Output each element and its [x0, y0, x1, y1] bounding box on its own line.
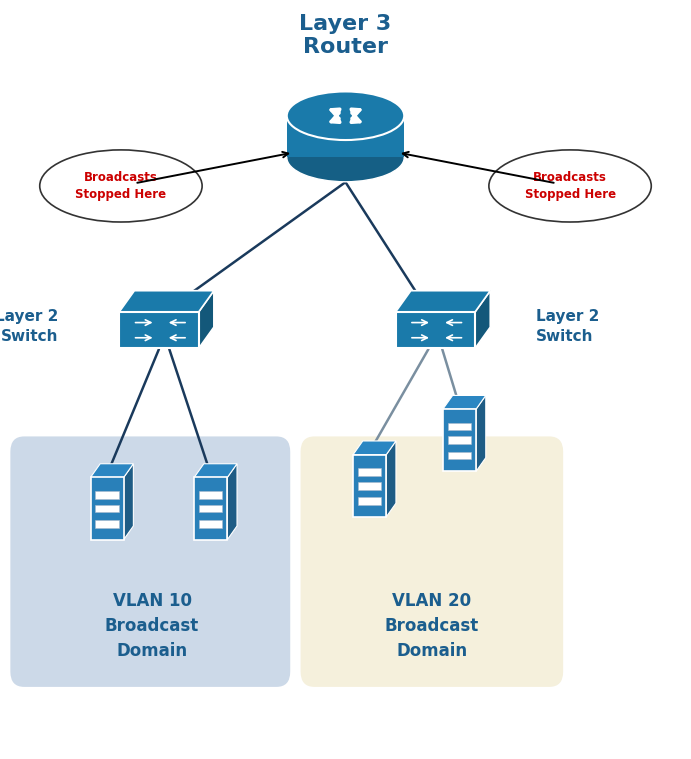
- FancyBboxPatch shape: [448, 423, 471, 430]
- Ellipse shape: [287, 134, 404, 182]
- FancyBboxPatch shape: [448, 436, 471, 444]
- FancyBboxPatch shape: [119, 312, 199, 348]
- Polygon shape: [227, 464, 237, 540]
- FancyBboxPatch shape: [199, 505, 223, 512]
- FancyBboxPatch shape: [448, 452, 471, 459]
- Polygon shape: [119, 291, 214, 312]
- FancyBboxPatch shape: [287, 115, 404, 158]
- FancyBboxPatch shape: [358, 482, 381, 490]
- FancyBboxPatch shape: [443, 409, 476, 471]
- Text: Layer 3
Router: Layer 3 Router: [299, 14, 392, 57]
- Text: Broadcasts
Stopped Here: Broadcasts Stopped Here: [524, 171, 616, 201]
- FancyBboxPatch shape: [301, 436, 563, 687]
- Polygon shape: [443, 395, 486, 409]
- FancyBboxPatch shape: [95, 491, 119, 499]
- FancyBboxPatch shape: [353, 455, 386, 517]
- FancyBboxPatch shape: [194, 477, 227, 540]
- Ellipse shape: [39, 150, 202, 222]
- Text: Broadcasts
Stopped Here: Broadcasts Stopped Here: [75, 171, 167, 201]
- Polygon shape: [475, 291, 490, 348]
- FancyBboxPatch shape: [358, 468, 381, 476]
- Polygon shape: [91, 464, 133, 477]
- FancyBboxPatch shape: [358, 497, 381, 505]
- FancyBboxPatch shape: [10, 436, 290, 687]
- Text: VLAN 20
Broadcast
Domain: VLAN 20 Broadcast Domain: [385, 592, 479, 660]
- Ellipse shape: [489, 150, 651, 222]
- Polygon shape: [194, 464, 237, 477]
- FancyBboxPatch shape: [95, 505, 119, 512]
- Polygon shape: [476, 395, 486, 471]
- Polygon shape: [353, 441, 396, 455]
- Ellipse shape: [287, 92, 404, 140]
- Polygon shape: [386, 441, 396, 517]
- Text: VLAN 10
Broadcast
Domain: VLAN 10 Broadcast Domain: [105, 592, 199, 660]
- Polygon shape: [199, 291, 214, 348]
- Polygon shape: [124, 464, 133, 540]
- Text: Layer 2
Switch: Layer 2 Switch: [0, 309, 59, 344]
- FancyBboxPatch shape: [395, 312, 475, 348]
- FancyBboxPatch shape: [199, 491, 223, 499]
- FancyBboxPatch shape: [91, 477, 124, 540]
- Polygon shape: [395, 291, 490, 312]
- FancyBboxPatch shape: [95, 520, 119, 528]
- FancyBboxPatch shape: [199, 520, 223, 528]
- Text: Layer 2
Switch: Layer 2 Switch: [536, 309, 599, 344]
